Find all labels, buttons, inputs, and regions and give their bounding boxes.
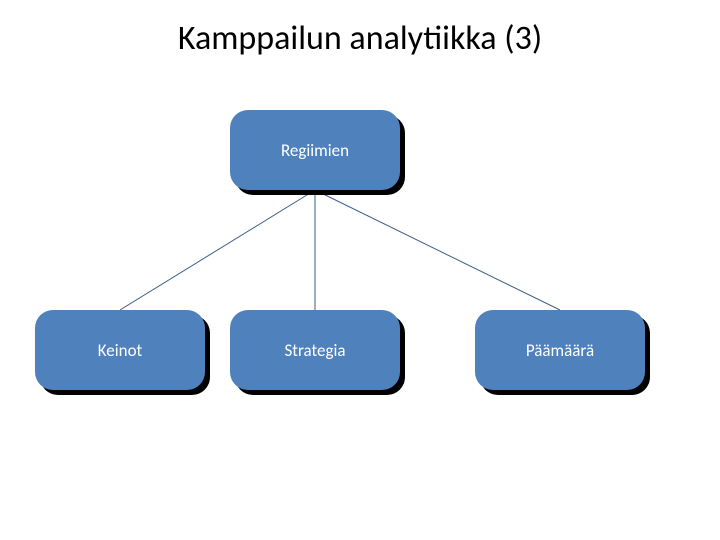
tree-node-keinot: Keinot	[35, 310, 205, 390]
tree-node-strat: Strategia	[230, 310, 400, 390]
tree-node-label: Päämäärä	[475, 340, 645, 361]
tree-edge	[120, 190, 315, 310]
tree-node-paam: Päämäärä	[475, 310, 645, 390]
slide-title: Kamppailun analytiikka (3)	[0, 18, 720, 59]
diagram-edges	[0, 0, 720, 540]
tree-node-label: Keinot	[35, 340, 205, 361]
tree-edge	[315, 190, 560, 310]
tree-node-label: Strategia	[230, 340, 400, 361]
tree-node-root: Regiimien	[230, 110, 400, 190]
slide: Kamppailun analytiikka (3) Regiimien Kein…	[0, 0, 720, 540]
tree-node-label: Regiimien	[230, 140, 400, 161]
